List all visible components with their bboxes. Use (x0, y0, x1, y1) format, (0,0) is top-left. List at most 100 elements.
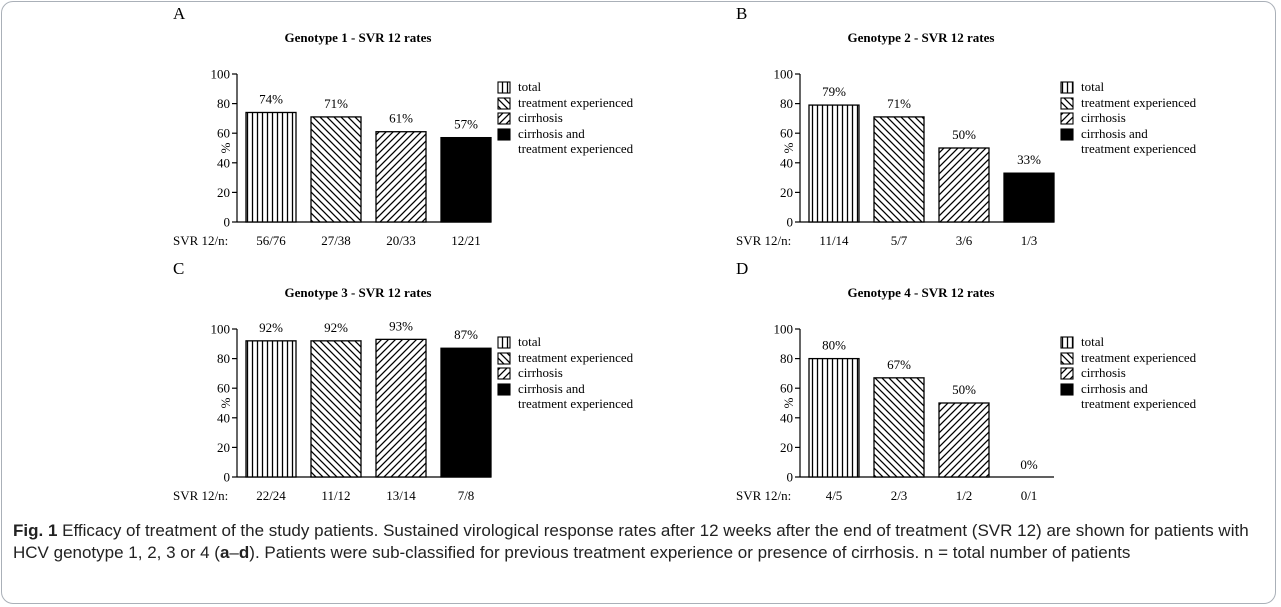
panel-d-legend-text: treatment experienced (1081, 396, 1197, 411)
panel-a-count-label: 20/33 (386, 233, 416, 248)
panel-d-value-label: 80% (822, 338, 846, 353)
panel-a-row-label: SVR 12/n: (173, 233, 228, 248)
caption-text-before: Efficacy of treatment of the study patie… (13, 521, 1249, 562)
panel-a-bar-1 (245, 111, 297, 223)
panel-d-legend-text: cirrhosis (1081, 365, 1126, 380)
panel-b-value-label: 50% (952, 127, 976, 142)
panel-a-count-label: 12/21 (451, 233, 481, 248)
panel-b-legend-swatch (1060, 112, 1074, 125)
panel-c-y-tick-label: 60 (217, 381, 230, 396)
panel-c-legend-swatch (497, 336, 511, 349)
caption-range-end: d (238, 543, 250, 562)
panel-b-legend-text: total (1081, 79, 1104, 94)
panel-b-bar-2 (873, 116, 925, 223)
panel-d-y-axis-label: % (781, 397, 796, 408)
panel-c-bar-4 (440, 347, 492, 478)
panel-a-bar-4 (440, 136, 492, 223)
panel-c-legend-text: treatment experienced (518, 396, 634, 411)
panel-a-y-tick-label: 80 (217, 96, 230, 111)
panel-d-legend-swatch (1060, 367, 1074, 380)
caption-range-start: a (219, 543, 230, 562)
panel-a-count-label: 27/38 (321, 233, 351, 248)
panel-a-y-tick-label: 100 (211, 67, 231, 82)
panel-b-value-label: 33% (1017, 152, 1041, 167)
panel-b-y-axis-label: % (781, 142, 796, 153)
panel-c-bar-1 (245, 340, 297, 478)
panel-a-y-tick-label: 20 (217, 185, 230, 200)
panel-a-value-label: 61% (389, 111, 413, 126)
panel-a-legend-text: cirrhosis (518, 110, 563, 125)
panel-c-y-tick-label: 100 (211, 322, 231, 337)
panel-b-legend-text: cirrhosis and (1081, 126, 1148, 141)
panel-a-legend-text: treatment experienced (518, 95, 634, 110)
panel-a-y-tick-label: 0 (224, 215, 231, 230)
panel-d-legend-swatch (1060, 352, 1074, 365)
panel-d-value-label: 0% (1020, 457, 1038, 472)
panel-b-count-label: 11/14 (819, 233, 849, 248)
panel-b-y-tick-label: 40 (780, 155, 793, 170)
panel-d-y-tick-label: 80 (780, 351, 793, 366)
panel-c-y-tick-label: 40 (217, 410, 230, 425)
panel-a-y-axis-label: % (218, 142, 233, 153)
panel-c-y-tick-label: 20 (217, 440, 230, 455)
panel-d-y-tick-label: 60 (780, 381, 793, 396)
panel-a-legend-swatch (497, 128, 511, 141)
panel-d-count-label: 0/1 (1021, 488, 1038, 503)
panel-c-row-label: SVR 12/n: (173, 488, 228, 503)
panel-a-title: Genotype 1 - SVR 12 rates (285, 30, 432, 45)
panel-d-y-tick-label: 20 (780, 440, 793, 455)
panel-b-legend-swatch (1060, 128, 1074, 141)
panel-a-legend-swatch (497, 81, 511, 94)
caption-figure-label: Fig. 1 (13, 521, 58, 540)
panel-c-y-axis-label: % (218, 397, 233, 408)
panel-a-value-label: 71% (324, 96, 348, 111)
panel-a-value-label: 74% (259, 91, 283, 106)
panel-a-y-tick-label: 40 (217, 155, 230, 170)
panel-b-count-label: 1/3 (1021, 233, 1038, 248)
panel-d-legend-text: treatment experienced (1081, 350, 1197, 365)
panel-b-y-tick-label: 20 (780, 185, 793, 200)
panel-a-count-label: 56/76 (256, 233, 286, 248)
panel-d-count-label: 4/5 (826, 488, 843, 503)
panel-b-label: B (736, 4, 747, 23)
figure-caption: Fig. 1 Efficacy of treatment of the stud… (13, 520, 1263, 564)
panel-d-count-label: 1/2 (956, 488, 973, 503)
panel-c-value-label: 93% (389, 318, 413, 333)
panel-c-value-label: 92% (324, 320, 348, 335)
panel-c-count-label: 7/8 (458, 488, 475, 503)
panel-c-title: Genotype 3 - SVR 12 rates (285, 285, 432, 300)
panel-d-bar-3 (938, 402, 990, 478)
panel-c-value-label: 87% (454, 327, 478, 342)
panel-b-legend-text: cirrhosis (1081, 110, 1126, 125)
panel-d-row-label: SVR 12/n: (736, 488, 791, 503)
panel-a-legend-swatch (497, 112, 511, 125)
caption-range-dash: – (229, 543, 239, 562)
panel-d-count-label: 2/3 (891, 488, 908, 503)
panel-b-legend-text: treatment experienced (1081, 95, 1197, 110)
panel-b-value-label: 79% (822, 84, 846, 99)
panel-a-legend-swatch (497, 97, 511, 110)
panel-a-label: A (173, 4, 186, 23)
panel-a-value-label: 57% (454, 117, 478, 132)
panel-c-count-label: 11/12 (321, 488, 350, 503)
panel-d-bar-1 (808, 357, 860, 478)
panel-b-y-tick-label: 60 (780, 126, 793, 141)
panel-d-legend-text: cirrhosis and (1081, 381, 1148, 396)
panel-d-value-label: 50% (952, 382, 976, 397)
panel-a-bar-3 (375, 131, 427, 223)
panel-c-legend-swatch (497, 352, 511, 365)
panel-b-title: Genotype 2 - SVR 12 rates (848, 30, 995, 45)
panel-a-legend-text: cirrhosis and (518, 126, 585, 141)
panel-d-title: Genotype 4 - SVR 12 rates (848, 285, 995, 300)
panel-a-legend-text: treatment experienced (518, 141, 634, 156)
panel-a-legend-text: total (518, 79, 541, 94)
panel-d-y-tick-label: 40 (780, 410, 793, 425)
panel-b-legend-text: treatment experienced (1081, 141, 1197, 156)
panel-c-legend-text: cirrhosis (518, 365, 563, 380)
panel-b-legend-swatch (1060, 97, 1074, 110)
panel-c-legend-swatch (497, 383, 511, 396)
panel-d-legend-swatch (1060, 336, 1074, 349)
panel-b-bar-1 (808, 104, 860, 223)
